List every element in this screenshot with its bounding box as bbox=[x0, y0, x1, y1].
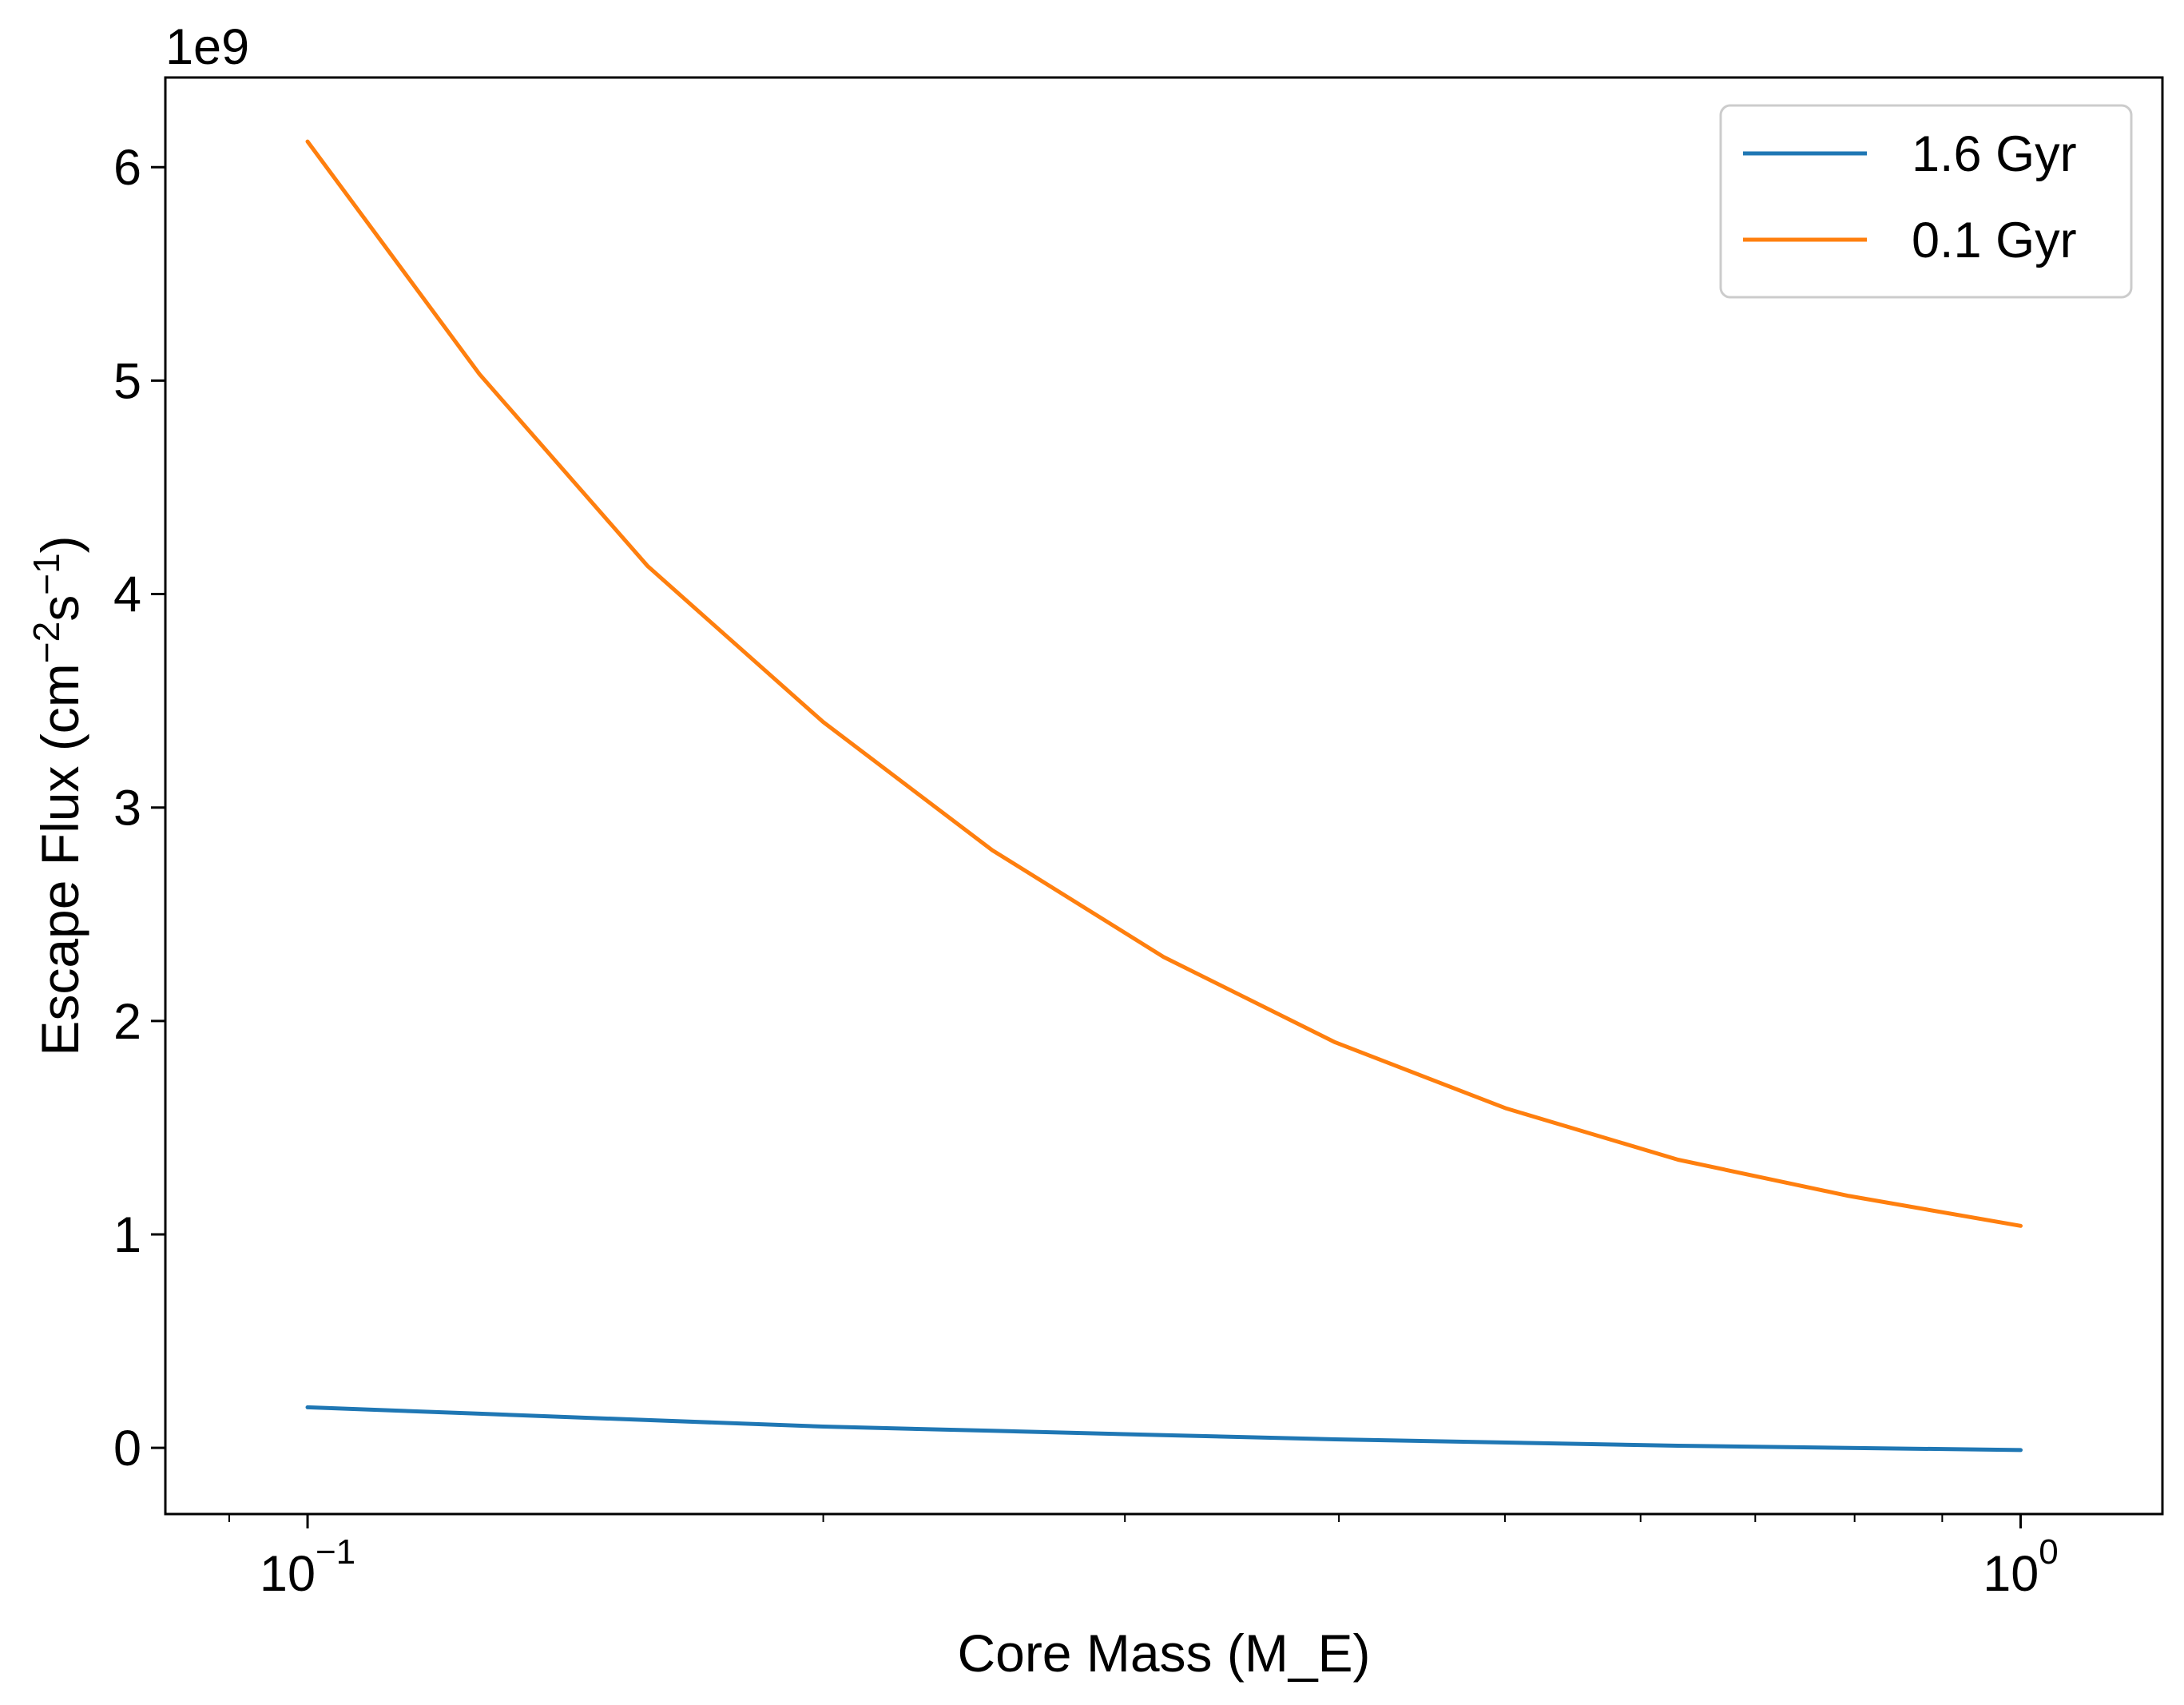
y-tick-label-0: 0 bbox=[113, 1421, 141, 1476]
y-tick-label-4: 4 bbox=[113, 567, 141, 623]
x-tick-exponent-1: 0 bbox=[2039, 1532, 2058, 1572]
y-axis-label-suffix: ) bbox=[30, 535, 89, 553]
x-tick-exponent-0: −1 bbox=[316, 1532, 355, 1572]
y-tick-labels: 0 1 2 3 4 5 6 bbox=[113, 140, 141, 1476]
y-axis-label: Escape Flux (cm−2s−1) bbox=[26, 535, 89, 1055]
legend-label-series-1: 0.1 Gyr bbox=[1912, 213, 2077, 268]
x-tick-base-0: 10 bbox=[260, 1546, 316, 1602]
series-line-1 bbox=[305, 139, 2023, 1228]
y-tick-label-5: 5 bbox=[113, 353, 141, 409]
x-tick-label-0: 10−1 bbox=[260, 1532, 355, 1602]
y-axis-label-sup2: −1 bbox=[26, 553, 67, 594]
y-tick-label-1: 1 bbox=[113, 1207, 141, 1263]
y-tick-label-2: 2 bbox=[113, 994, 141, 1050]
legend-label-series-0: 1.6 Gyr bbox=[1912, 126, 2077, 182]
x-tick-base-1: 10 bbox=[1983, 1546, 2039, 1602]
y-tick-label-6: 6 bbox=[113, 140, 141, 196]
series-lines bbox=[305, 139, 2023, 1453]
series-line-0 bbox=[305, 1405, 2023, 1453]
x-axis-label: Core Mass (M_E) bbox=[957, 1624, 1370, 1683]
y-axis-label-sup1: −2 bbox=[26, 622, 67, 663]
plot-area-frame bbox=[164, 76, 2164, 1516]
y-axis-label-mid: s bbox=[30, 595, 89, 622]
legend: 1.6 Gyr 0.1 Gyr bbox=[1719, 104, 2133, 299]
y-offset-label: 1e9 bbox=[165, 19, 249, 75]
y-axis-label-prefix: Escape Flux (cm bbox=[30, 663, 89, 1055]
x-tick-label-1: 100 bbox=[1983, 1532, 2059, 1602]
y-tick-label-3: 3 bbox=[113, 781, 141, 837]
x-tick-labels: 10−1 100 bbox=[260, 1532, 2059, 1602]
tick-marks bbox=[151, 165, 2022, 1528]
